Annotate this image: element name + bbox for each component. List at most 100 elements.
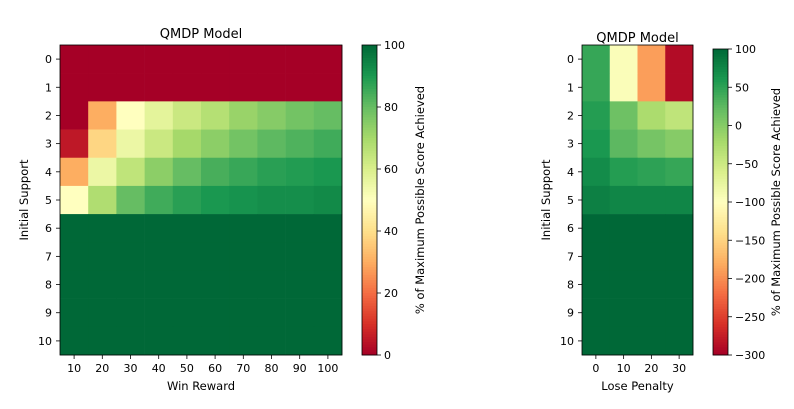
chart1-colorbar-segment-41 <box>362 150 377 154</box>
chart2-cell-r4-c3 <box>665 157 694 187</box>
chart2-colorbar-segment-92 <box>713 283 728 287</box>
chart2-colorbar-segment-88 <box>713 273 728 277</box>
chart1-cell-r9-c1 <box>88 298 117 328</box>
chart1-colorbar-segment-12 <box>362 76 377 79</box>
chart2-colorbar-segment-62 <box>713 207 728 211</box>
chart1-cell-r5-c6 <box>229 185 258 215</box>
chart1-cell-r5-c7 <box>257 185 286 215</box>
chart1-cell-r0-c5 <box>201 45 230 74</box>
chart2-cell-r1-c1 <box>609 73 638 102</box>
chart2-colorbar-tick-label-6: 0 <box>735 120 742 133</box>
chart1-colorbar-segment-29 <box>362 119 377 123</box>
chart1-colorbar-segment-23 <box>362 104 377 108</box>
chart2-colorbar-segment-85 <box>713 265 728 269</box>
chart2-colorbar-segment-98 <box>713 298 728 302</box>
chart2-cell-r7-c1 <box>609 242 638 271</box>
chart2-colorbar-segment-13 <box>713 82 728 86</box>
chart2-cell-r5-c2 <box>637 185 666 215</box>
chart1-colorbar-segment-87 <box>362 269 377 273</box>
chart1-cell-r7-c9 <box>313 242 343 271</box>
chart1-cell-r9-c7 <box>257 298 286 328</box>
chart2-colorbar-segment-100 <box>713 304 728 307</box>
chart2-colorbar-segment-94 <box>713 288 728 292</box>
chart2-colorbar-segment-83 <box>713 260 728 264</box>
chart1-colorbar-segment-119 <box>362 352 377 356</box>
chart2-colorbar-segment-39 <box>713 148 728 152</box>
chart1-colorbar-segment-26 <box>362 112 377 116</box>
chart2-colorbar-segment-55 <box>713 189 728 193</box>
chart1-colorbar-segment-73 <box>362 233 377 237</box>
chart2-colorbar-segment-95 <box>713 291 728 295</box>
chart1-colorbar-segment-30 <box>362 122 377 126</box>
chart2-colorbar-segment-66 <box>713 217 728 221</box>
chart2-colorbar-segment-106 <box>713 319 728 323</box>
chart2-colorbar-segment-69 <box>713 224 728 228</box>
chart1-cell-r7-c4 <box>172 242 202 271</box>
chart2-colorbar-segment-5 <box>713 61 728 65</box>
chart2-colorbar-segment-49 <box>713 173 728 177</box>
chart1-cell-r7-c8 <box>285 242 315 271</box>
chart2-xtick-label-0: 0 <box>592 362 599 375</box>
chart1-colorbar-segment-25 <box>362 109 377 113</box>
chart1-xtick-label-8: 90 <box>293 362 307 375</box>
chart2-cell-r7-c3 <box>665 242 694 271</box>
chart1-cell-r6-c9 <box>313 214 343 243</box>
chart1-colorbar-segment-33 <box>362 130 377 134</box>
chart2-colorbar-segment-41 <box>713 153 728 157</box>
chart2-colorbar-segment-68 <box>713 222 728 226</box>
chart1-colorbar-segment-84 <box>362 262 377 265</box>
chart1-colorbar-segment-109 <box>362 326 377 330</box>
chart2-colorbar-segment-12 <box>713 79 728 83</box>
chart2-colorbar-segment-97 <box>713 296 728 300</box>
chart2-colorbar-segment-119 <box>713 352 728 356</box>
chart1-colorbar-segment-93 <box>362 285 377 289</box>
chart1-cell-r3-c4 <box>172 129 202 159</box>
chart1-colorbar-segment-7 <box>362 63 377 67</box>
chart1-cell-r3-c3 <box>144 129 174 159</box>
chart1-cell-r1-c0 <box>60 73 89 102</box>
chart2-colorbar-segment-103 <box>713 311 728 315</box>
chart1-cell-r2-c9 <box>313 101 343 130</box>
chart2-colorbar-segment-8 <box>713 69 728 73</box>
chart1-colorbar-segment-72 <box>362 231 377 234</box>
chart1-colorbar-segment-103 <box>362 311 377 315</box>
chart1-ylabel: Initial Support <box>17 159 31 240</box>
chart1-colorbar-segment-31 <box>362 125 377 129</box>
chart1-colorbar-segment-65 <box>362 212 377 216</box>
chart1-xtick-label-1: 20 <box>95 362 109 375</box>
chart1-colorbar-segment-20 <box>362 96 377 100</box>
chart1-colorbar-segment-1 <box>362 47 377 51</box>
chart2-colorbar-segment-26 <box>713 115 728 119</box>
chart1-colorbar-segment-110 <box>362 329 377 333</box>
chart1-colorbar-segment-80 <box>362 251 377 255</box>
chart1-xtick-label-2: 30 <box>124 362 138 375</box>
chart1-colorbar-segment-96 <box>362 293 377 296</box>
chart2-cell-r8-c0 <box>582 270 611 299</box>
chart1-colorbar-segment-113 <box>362 336 377 340</box>
chart1-cell-r8-c7 <box>257 270 286 299</box>
chart2-colorbar-segment-67 <box>713 219 728 223</box>
chart1-colorbar-segment-64 <box>362 210 377 214</box>
chart1-ytick-label-2: 2 <box>45 109 52 122</box>
chart2-colorbar-segment-16 <box>713 89 728 93</box>
chart1-cell-r8-c5 <box>201 270 230 299</box>
chart1-colorbar-segment-86 <box>362 267 377 271</box>
chart1-colorbar-segment-66 <box>362 215 377 219</box>
chart1-cell-r1-c7 <box>257 73 286 102</box>
chart1-cell-r0-c1 <box>88 45 117 74</box>
chart2-cell-r4-c2 <box>637 157 666 187</box>
chart2-colorbar-segment-27 <box>713 117 728 121</box>
chart1-cell-r7-c1 <box>88 242 117 271</box>
chart1-cell-r9-c6 <box>229 298 258 328</box>
chart1-cell-r8-c2 <box>116 270 145 299</box>
chart2-cell-r9-c2 <box>637 298 666 328</box>
chart1-cell-r1-c9 <box>313 73 343 102</box>
chart2-colorbar-segment-61 <box>713 204 728 208</box>
chart1-cell-r4-c7 <box>257 157 286 187</box>
chart1-colorbar-segment-16 <box>362 86 377 90</box>
chart2-cell-r10-c2 <box>637 326 666 356</box>
chart1-cell-r8-c4 <box>172 270 202 299</box>
chart1-colorbar-tick-label-2: 40 <box>384 225 398 238</box>
chart1-cell-r10-c0 <box>60 326 89 356</box>
chart1-cell-r0-c2 <box>116 45 145 74</box>
